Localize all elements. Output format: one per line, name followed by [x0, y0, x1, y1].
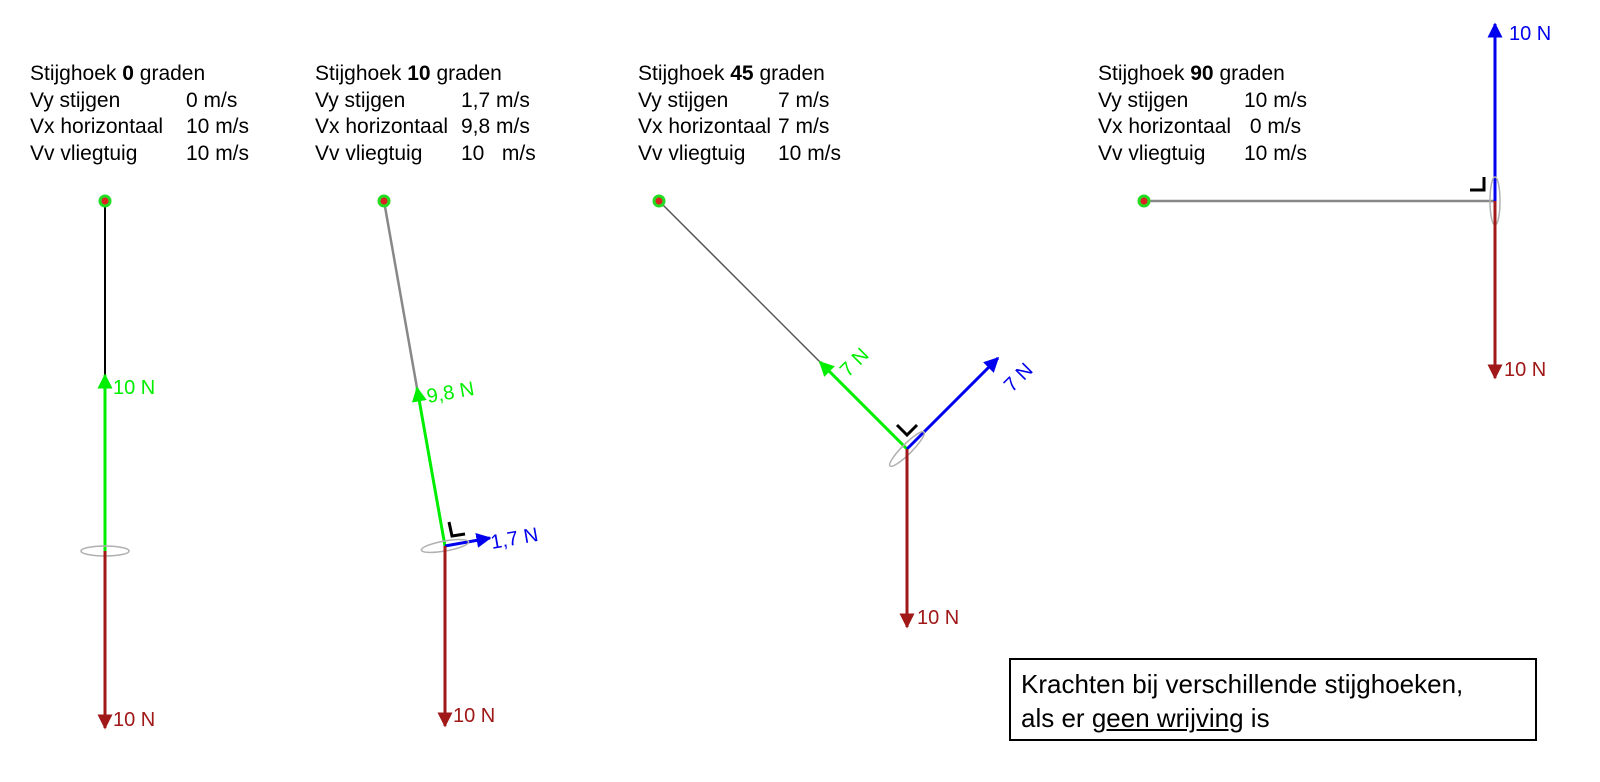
panel-title: Stijghoek 90 graden — [1098, 62, 1285, 85]
plane-ellipse — [888, 430, 926, 468]
panel-title: Stijghoek 10 graden — [315, 62, 502, 85]
row-vx: Vx horizontaal 7 m/s — [638, 115, 830, 138]
row-vx: Vx horizontaal 0 m/s — [1098, 115, 1302, 138]
caption-line-2: als er geen wrijving is — [1021, 703, 1270, 733]
panel-angle-90: Stijghoek 90 graden Vy stijgen 10 m/s Vx … — [1098, 61, 1308, 167]
right-angle-mark — [1470, 177, 1486, 192]
gravity-label: 10 N — [113, 709, 155, 731]
thrust-arrow — [411, 386, 447, 547]
lift-label: 7 N — [1000, 359, 1038, 397]
anchor-point — [652, 194, 666, 208]
gravity-label: 10 N — [917, 607, 959, 629]
row-vy: Vy stijgen 10 m/s — [1098, 88, 1308, 112]
panel-angle-45: Stijghoek 45 graden Vy stijgen 7 m/s Vx h… — [638, 61, 842, 167]
row-vx: Vx horizontaal 9,8 m/s — [315, 115, 530, 138]
gravity-label: 10 N — [1504, 359, 1546, 381]
row-vy: Vy stijgen 7 m/s — [638, 88, 830, 112]
row-vy: Vy stijgen 1,7 m/s — [315, 88, 530, 112]
string-line — [382, 200, 419, 389]
diagram-angle-10: 9,8 N 1,7 N 10 N — [377, 194, 540, 728]
anchor-point — [1137, 194, 1151, 208]
right-angle-mark — [447, 521, 466, 538]
diagram-angle-0: 10 N 10 N — [80, 194, 155, 731]
lift-label: 1,7 N — [489, 524, 540, 554]
diagram-angle-90: 10 N 10 N — [1137, 22, 1551, 381]
caption-box: Krachten bij verschillende stijghoeken, … — [1009, 658, 1537, 741]
lift-arrow — [444, 532, 492, 548]
caption-line-1: Krachten bij verschillende stijghoeken, — [1021, 669, 1464, 699]
row-vv: Vv vliegtuig 10 m/s — [315, 141, 536, 165]
right-angle-mark — [895, 423, 919, 438]
panel-title: Stijghoek 0 graden — [30, 62, 206, 85]
row-vy: Vy stijgen 0 m/s — [30, 88, 238, 112]
panel-angle-0: Stijghoek 0 graden Vy stijgen 0 m/s Vx ho… — [30, 61, 250, 167]
panel-title: Stijghoek 45 graden — [638, 62, 825, 85]
gravity-label: 10 N — [453, 705, 495, 727]
caption-underlined: geen wrijving — [1091, 703, 1244, 733]
row-vx: Vx horizontaal 10 m/s — [30, 115, 250, 138]
anchor-point — [98, 194, 112, 208]
thrust-label: 10 N — [113, 377, 155, 399]
row-vv: Vv vliegtuig 10 m/s — [1098, 141, 1308, 165]
diagram-angle-45: 7 N 7 N 10 N — [652, 194, 1038, 629]
row-vv: Vv vliegtuig 10 m/s — [30, 141, 250, 165]
lift-arrow — [905, 356, 1000, 451]
thrust-label: 7 N — [836, 344, 874, 382]
thrust-arrow — [818, 360, 909, 451]
anchor-point — [377, 194, 391, 208]
string-line — [658, 200, 821, 363]
thrust-label: 9,8 N — [425, 378, 476, 408]
lift-label: 10 N — [1509, 23, 1551, 45]
row-vv: Vv vliegtuig 10 m/s — [638, 141, 842, 165]
panel-angle-10: Stijghoek 10 graden Vy stijgen 1,7 m/s Vx… — [315, 61, 536, 167]
